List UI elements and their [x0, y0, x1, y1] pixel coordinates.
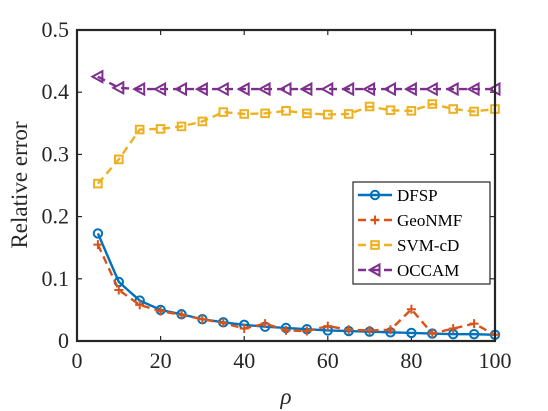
data-point-geonmf [386, 325, 395, 335]
data-point-occam [362, 81, 376, 97]
data-point-occam [215, 81, 229, 97]
legend-label-occam: OCCAM [397, 261, 459, 280]
plot-frame [75, 28, 497, 343]
data-point-occam [90, 69, 104, 84]
y-tick-labels: 0 0.1 0.2 0.3 0.4 0.5 [42, 17, 70, 353]
x-tick-label: 60 [317, 348, 339, 373]
legend-label-geonmf: GeoNMF [397, 211, 462, 230]
data-point-geonmf [323, 321, 333, 331]
legend-item-dfsp: DFSP [358, 186, 438, 205]
data-point-svm-cd [281, 106, 291, 116]
x-tick-label: 80 [400, 348, 422, 373]
legend-label-dfsp: DFSP [397, 186, 438, 205]
legend-marker-geonmf [370, 215, 380, 225]
data-point-occam [382, 81, 396, 97]
data-point-geonmf [135, 300, 145, 310]
data-point-svm-cd [343, 109, 354, 119]
data-point-occam [173, 81, 187, 97]
data-point-svm-cd [364, 101, 375, 112]
data-point-svm-cd [406, 106, 417, 116]
data-point-svm-cd [93, 178, 103, 189]
data-point-geonmf [156, 306, 166, 316]
data-point-geonmf [302, 326, 312, 336]
data-point-svm-cd [260, 108, 270, 119]
data-point-geonmf [365, 325, 375, 335]
data-point-occam [111, 80, 125, 96]
data-point-svm-cd [323, 109, 333, 120]
data-point-svm-cd [239, 109, 249, 119]
y-tick-label: 0.4 [42, 79, 70, 104]
data-point-occam [194, 81, 208, 97]
legend-item-geonmf: GeoNMF [358, 211, 462, 230]
data-point-svm-cd [218, 107, 229, 117]
data-point-geonmf [93, 240, 103, 250]
data-point-occam [299, 81, 313, 97]
data-point-svm-cd [448, 104, 458, 114]
data-point-occam [320, 81, 334, 97]
legend-label-svm-cd: SVM-cD [397, 236, 459, 255]
data-point-dfsp [92, 228, 104, 239]
x-tick-labels: 0 20 40 60 80 100 [72, 348, 512, 373]
data-point-geonmf [177, 310, 186, 320]
data-point-occam [403, 81, 417, 97]
data-point-occam [153, 81, 167, 97]
y-tick-label: 0.1 [42, 266, 70, 291]
data-point-dfsp [468, 328, 480, 340]
x-tick-label: 40 [233, 348, 255, 373]
data-point-svm-cd [114, 154, 124, 165]
data-point-occam [236, 81, 250, 97]
data-point-geonmf [114, 285, 124, 295]
data-point-svm-cd [155, 124, 166, 134]
y-tick-label: 0.2 [42, 204, 70, 229]
data-point-occam [424, 81, 438, 97]
series-line-occam [97, 75, 495, 91]
data-point-svm-cd [469, 106, 479, 117]
series-svm-cd [93, 99, 500, 189]
y-tick-label: 0.3 [42, 141, 70, 166]
data-point-svm-cd [427, 99, 438, 109]
x-tick-label: 100 [479, 348, 512, 373]
data-point-geonmf [260, 319, 270, 329]
data-point-occam [341, 81, 355, 97]
x-tick-label: 0 [72, 348, 83, 373]
data-point-occam [445, 81, 459, 97]
y-tick-label: 0 [58, 328, 69, 353]
data-point-geonmf [448, 324, 458, 334]
data-point-dfsp [406, 327, 417, 339]
data-point-geonmf [469, 319, 479, 329]
x-tick-label: 20 [150, 348, 172, 373]
data-point-geonmf [197, 314, 207, 324]
data-point-geonmf [239, 324, 249, 334]
data-point-geonmf [281, 325, 291, 335]
data-point-occam [132, 81, 146, 97]
data-point-occam [278, 81, 292, 97]
legend-item-occam: OCCAM [358, 261, 459, 280]
data-point-svm-cd [176, 121, 187, 132]
y-tick-label: 0.5 [42, 17, 70, 42]
series-layer [90, 69, 501, 340]
data-point-svm-cd [385, 105, 396, 116]
legend: DFSP GeoNMF SVM-cD OCCAM [352, 181, 491, 285]
data-point-svm-cd [197, 116, 208, 127]
data-point-svm-cd [134, 124, 145, 135]
data-point-geonmf [344, 325, 354, 335]
data-point-occam [257, 81, 271, 97]
legend-item-svm-cd: SVM-cD [358, 236, 459, 255]
legend-marker-occam [367, 262, 381, 278]
legend-marker-dfsp [369, 189, 381, 201]
y-axis-label: Relative error [7, 121, 32, 248]
series-line-geonmf [96, 244, 496, 336]
x-axis-label: ρ [279, 384, 291, 409]
legend-marker-svm-cd [370, 240, 380, 250]
data-point-geonmf [406, 304, 416, 314]
data-point-svm-cd [302, 108, 312, 119]
data-point-geonmf [218, 318, 228, 328]
data-point-geonmf [427, 329, 437, 339]
data-point-occam [466, 81, 480, 97]
